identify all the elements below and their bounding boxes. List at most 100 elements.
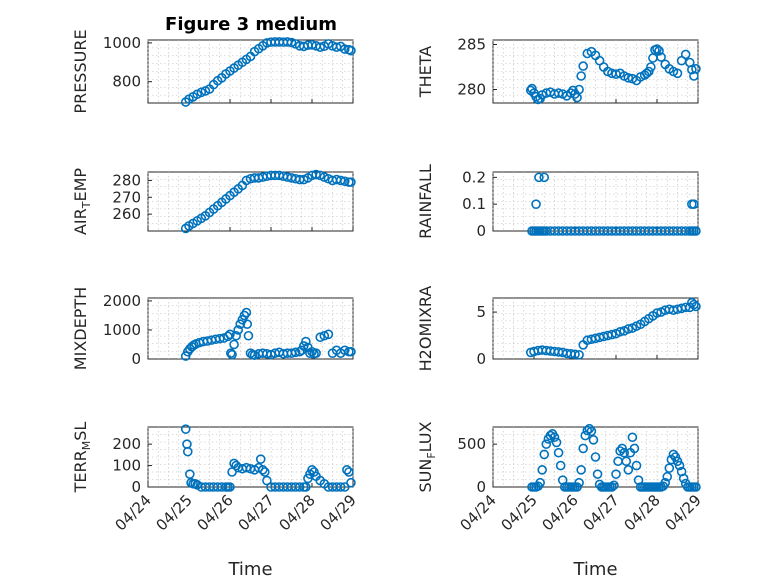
ylabel-terr_msl: TERRMSL xyxy=(71,422,93,494)
ytick-label-pressure: 1000 xyxy=(103,34,141,52)
data-point-h2omixra xyxy=(623,324,634,334)
axes-rainfall: 0 0.1 0.2 RAINFALL xyxy=(416,164,701,240)
series-h2omixra xyxy=(525,297,701,360)
data-point-sun_flux xyxy=(537,465,548,475)
data-point-theta xyxy=(623,73,634,83)
data-point-sun_flux xyxy=(629,443,640,454)
data-point-mixdepth xyxy=(233,325,243,335)
data-point-theta xyxy=(527,83,537,94)
data-point-theta xyxy=(576,71,586,81)
ytick-label-rainfall: 0.1 xyxy=(462,195,486,213)
data-point-sun_flux xyxy=(551,437,562,448)
data-point-rainfall xyxy=(534,172,544,183)
data-point-h2omixra xyxy=(680,302,691,313)
data-point-theta xyxy=(652,44,662,54)
xtick-label-terr_msl: 04/29 xyxy=(317,491,360,534)
xtick-label-sun_flux: 04/27 xyxy=(580,491,623,534)
data-point-mixdepth xyxy=(225,329,235,340)
data-point-air_temp xyxy=(346,177,356,187)
data-point-mixdepth xyxy=(231,330,241,341)
xtick-label-terr_msl: 04/25 xyxy=(153,491,196,534)
data-point-theta xyxy=(578,61,589,71)
data-point-mixdepth xyxy=(242,319,253,329)
data-point-sun_flux xyxy=(627,432,638,443)
data-point-theta xyxy=(643,66,654,77)
data-point-mixdepth xyxy=(315,332,326,343)
data-point-mixdepth xyxy=(229,339,239,350)
series-pressure xyxy=(180,37,356,107)
data-point-terr_msl xyxy=(301,482,311,492)
ytick-label-terr_msl: 100 xyxy=(112,457,141,475)
data-point-sun_flux xyxy=(582,425,593,436)
ytick-label-air_temp: 260 xyxy=(112,205,141,223)
data-point-pressure xyxy=(346,45,356,56)
xlabel-terr_msl: Time xyxy=(227,559,272,580)
data-point-sun_flux xyxy=(662,471,673,482)
ytick-label-sun_flux: 500 xyxy=(457,435,486,453)
data-point-pressure xyxy=(315,42,326,52)
data-point-terr_msl xyxy=(294,482,305,492)
data-point-mixdepth xyxy=(323,329,334,340)
data-point-mixdepth xyxy=(311,348,321,358)
data-point-theta xyxy=(654,45,664,56)
xtick-label-sun_flux: 04/24 xyxy=(457,491,500,534)
data-point-pressure xyxy=(196,87,207,98)
ytick-label-h2omixra: 5 xyxy=(476,303,486,321)
data-point-sun_flux xyxy=(691,482,701,492)
data-point-mixdepth xyxy=(307,346,317,357)
series-air_temp xyxy=(180,169,356,234)
data-point-terr_msl xyxy=(260,467,270,477)
series-mixdepth xyxy=(180,307,356,361)
data-point-sun_flux xyxy=(576,465,586,475)
data-point-mixdepth xyxy=(290,347,301,358)
xlabel-sun_flux: Time xyxy=(572,559,617,580)
data-point-rainfall xyxy=(539,172,550,183)
data-point-sun_flux xyxy=(609,480,619,491)
data-point-terr_msl xyxy=(335,482,346,492)
xtick-label-sun_flux: 04/28 xyxy=(621,491,664,534)
axes-pressure: 800 1000 PRESSURE xyxy=(71,29,356,114)
data-point-mixdepth xyxy=(301,336,311,347)
data-point-sun_flux xyxy=(539,449,550,460)
data-point-h2omixra xyxy=(615,326,625,337)
ytick-label-terr_msl: 0 xyxy=(131,478,141,496)
ylabel-theta: THETA xyxy=(416,46,435,98)
data-point-sun_flux xyxy=(549,432,560,443)
ytick-label-mixdepth: 2000 xyxy=(103,292,141,310)
figure-title: Figure 3 medium xyxy=(165,14,337,35)
data-point-sun_flux xyxy=(535,477,545,488)
data-point-sun_flux xyxy=(541,439,552,449)
xtick-label-sun_flux: 04/29 xyxy=(662,491,705,534)
data-point-sun_flux xyxy=(678,473,689,484)
data-point-terr_msl xyxy=(225,482,235,492)
data-point-theta xyxy=(656,52,666,62)
data-point-sun_flux xyxy=(668,449,679,460)
ytick-label-air_temp: 270 xyxy=(112,188,141,206)
series-rainfall xyxy=(527,172,701,236)
ylabel-h2omixra: H2OMIXRA xyxy=(416,286,435,372)
data-point-sun_flux xyxy=(611,469,621,479)
data-point-mixdepth xyxy=(243,330,254,341)
data-point-mixdepth xyxy=(266,349,276,360)
xtick-label-terr_msl: 04/27 xyxy=(235,491,278,534)
data-point-terr_msl xyxy=(180,424,191,434)
data-point-theta xyxy=(566,88,576,98)
ylabel-air_temp: AIRTEMP xyxy=(71,168,93,235)
data-point-sun_flux xyxy=(619,447,630,458)
data-point-sun_flux xyxy=(555,460,566,471)
xtick-label-sun_flux: 04/25 xyxy=(498,491,541,534)
xtick-label-sun_flux: 04/26 xyxy=(539,491,582,534)
data-point-sun_flux xyxy=(588,435,599,445)
data-point-sun_flux xyxy=(674,460,685,471)
data-point-terr_msl xyxy=(344,467,354,477)
data-point-h2omixra xyxy=(652,308,662,318)
data-point-pressure xyxy=(286,37,297,48)
data-point-mixdepth xyxy=(319,330,330,341)
data-point-theta xyxy=(691,64,701,74)
data-point-terr_msl xyxy=(255,454,266,464)
series-terr_msl xyxy=(180,424,356,492)
data-point-sun_flux xyxy=(607,482,617,492)
